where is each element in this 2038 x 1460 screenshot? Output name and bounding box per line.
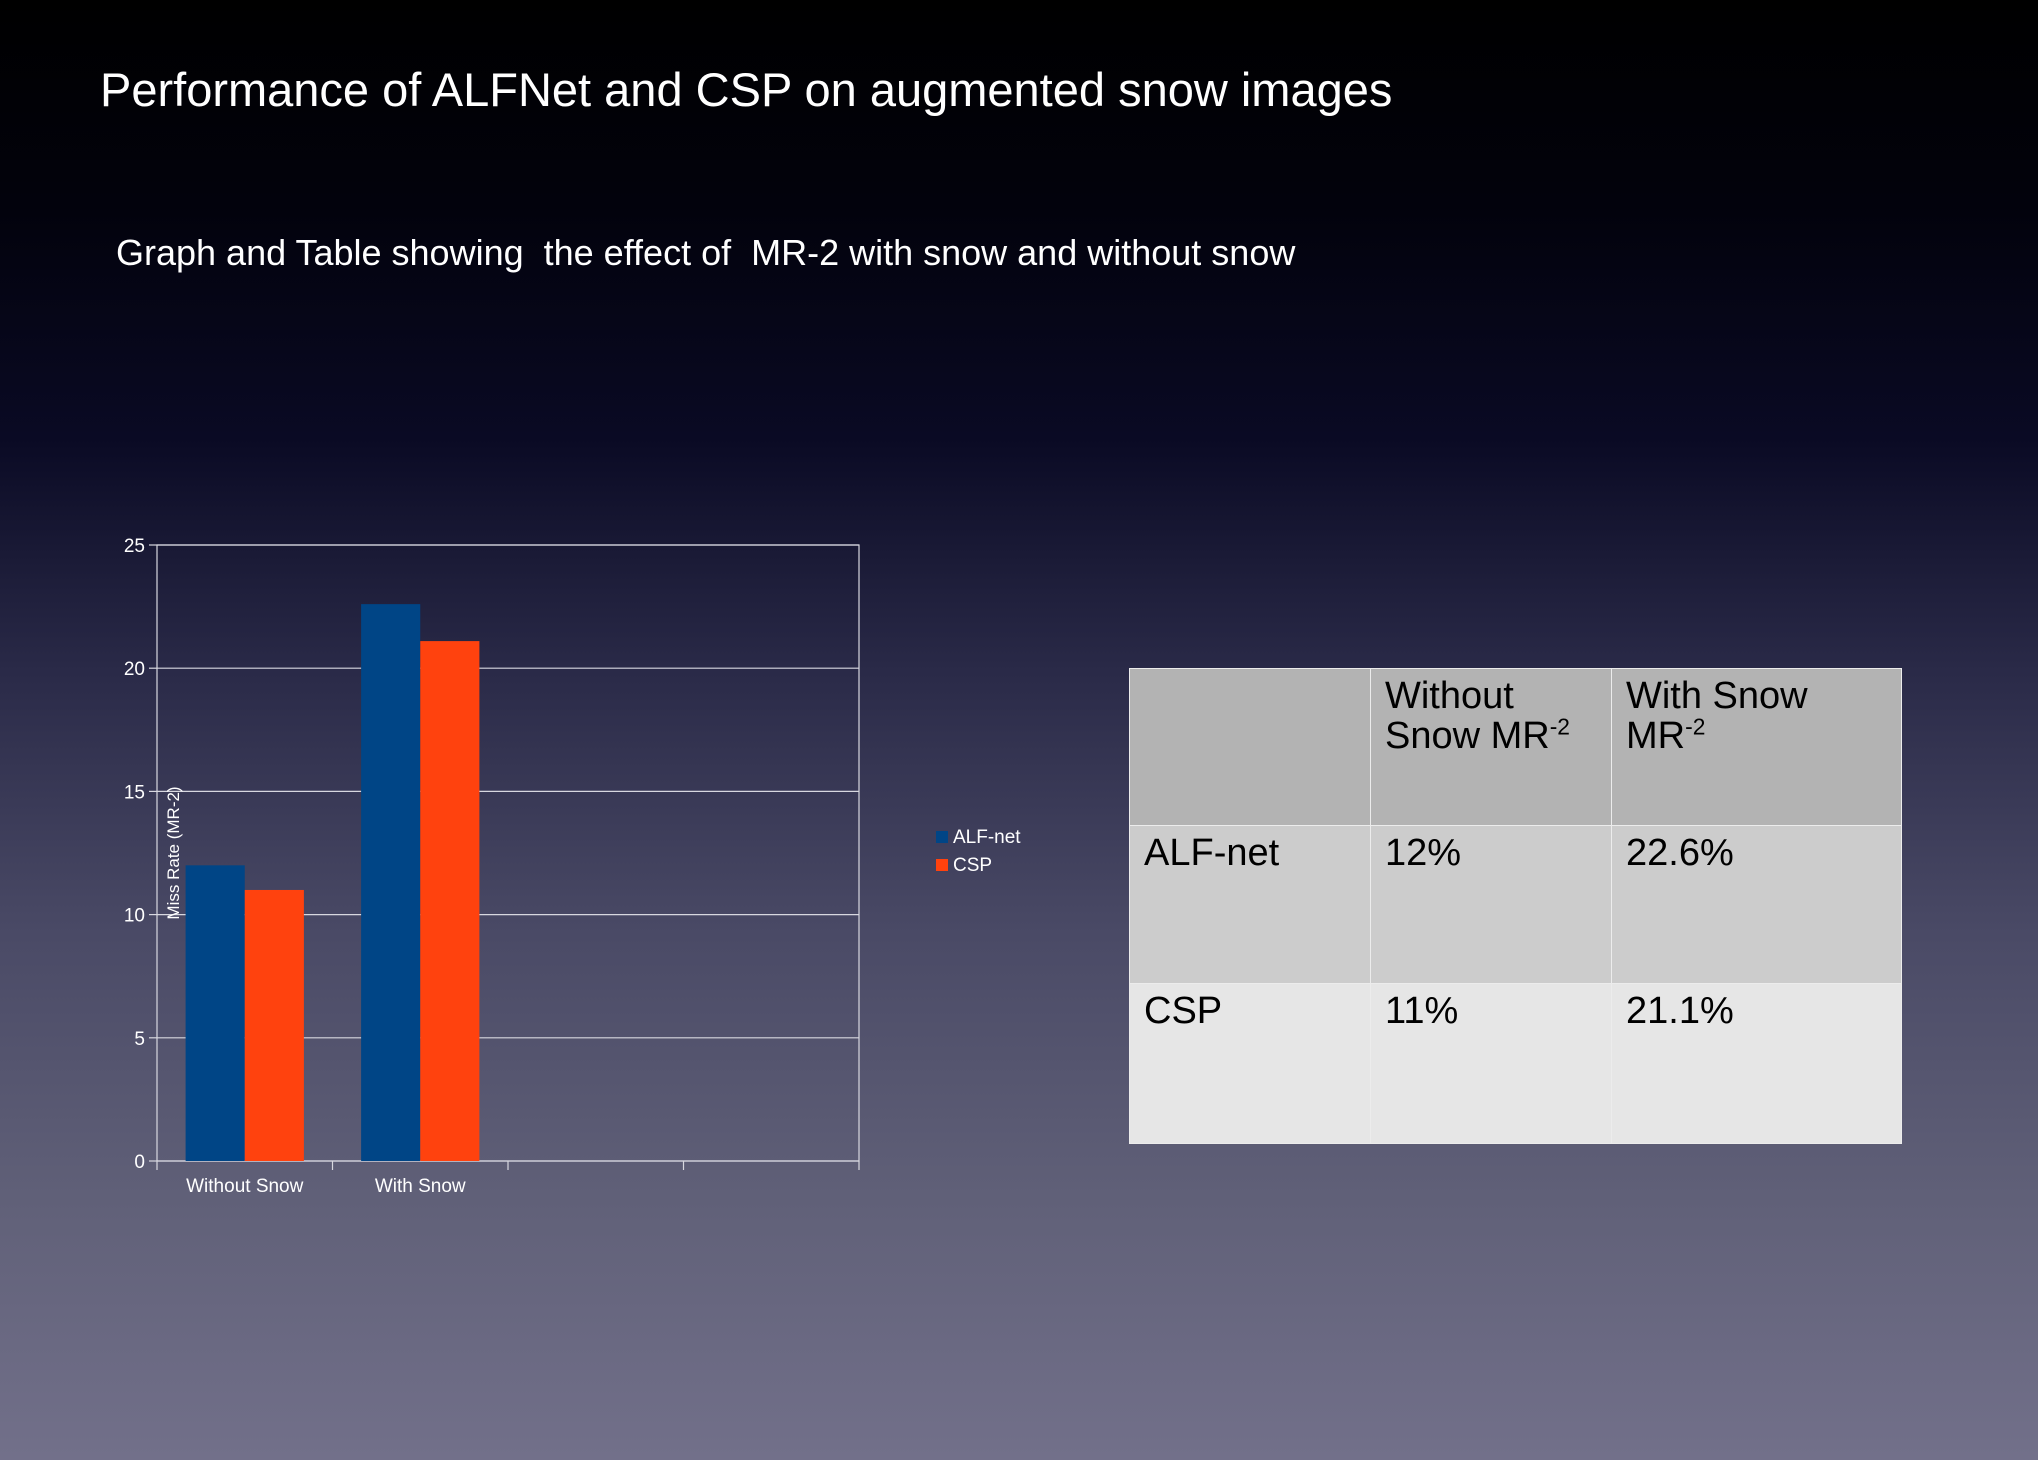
table-cell: 12% bbox=[1370, 825, 1612, 984]
bar-alf-net bbox=[185, 865, 245, 1161]
legend-label: CSP bbox=[953, 855, 992, 876]
table-row: CSP 11% 21.1% bbox=[1129, 983, 1902, 1144]
y-tick-label: 10 bbox=[124, 906, 145, 927]
bar-alf-net bbox=[361, 604, 421, 1161]
table-row-label: ALF-net bbox=[1129, 825, 1371, 984]
table-cell: 11% bbox=[1370, 983, 1612, 1144]
y-tick-label: 25 bbox=[124, 536, 145, 557]
y-axis-label: Miss Rate (MR-2) bbox=[164, 786, 183, 919]
table-row: ALF-net 12% 22.6% bbox=[1129, 825, 1902, 984]
table-row-label: CSP bbox=[1129, 983, 1371, 1144]
y-tick-label: 15 bbox=[124, 782, 145, 803]
bar-csp bbox=[244, 889, 304, 1161]
legend-swatch bbox=[936, 831, 948, 843]
table-header-row: Without Snow MR-2 With Snow MR-2 bbox=[1129, 668, 1902, 826]
table-cell: 22.6% bbox=[1611, 825, 1902, 984]
x-tick-label: Without Snow bbox=[186, 1176, 303, 1197]
legend-label: ALF-net bbox=[953, 827, 1021, 848]
table-cell: 21.1% bbox=[1611, 983, 1902, 1144]
y-tick-label: 0 bbox=[134, 1152, 145, 1173]
slide-subtitle: Graph and Table showing the effect of MR… bbox=[116, 232, 1296, 273]
y-tick-label: 20 bbox=[124, 659, 145, 680]
table-header-without-snow: Without Snow MR-2 bbox=[1370, 668, 1612, 826]
table-header-corner bbox=[1129, 668, 1371, 826]
y-tick-label: 5 bbox=[134, 1029, 145, 1050]
slide-title: Performance of ALFNet and CSP on augment… bbox=[100, 63, 1393, 116]
x-tick-label: With Snow bbox=[375, 1176, 466, 1197]
bar-csp bbox=[420, 641, 480, 1161]
legend-swatch bbox=[936, 859, 948, 871]
table-header-with-snow: With Snow MR-2 bbox=[1611, 668, 1902, 826]
results-table: Without Snow MR-2 With Snow MR-2 ALF-net… bbox=[1129, 668, 1902, 1144]
